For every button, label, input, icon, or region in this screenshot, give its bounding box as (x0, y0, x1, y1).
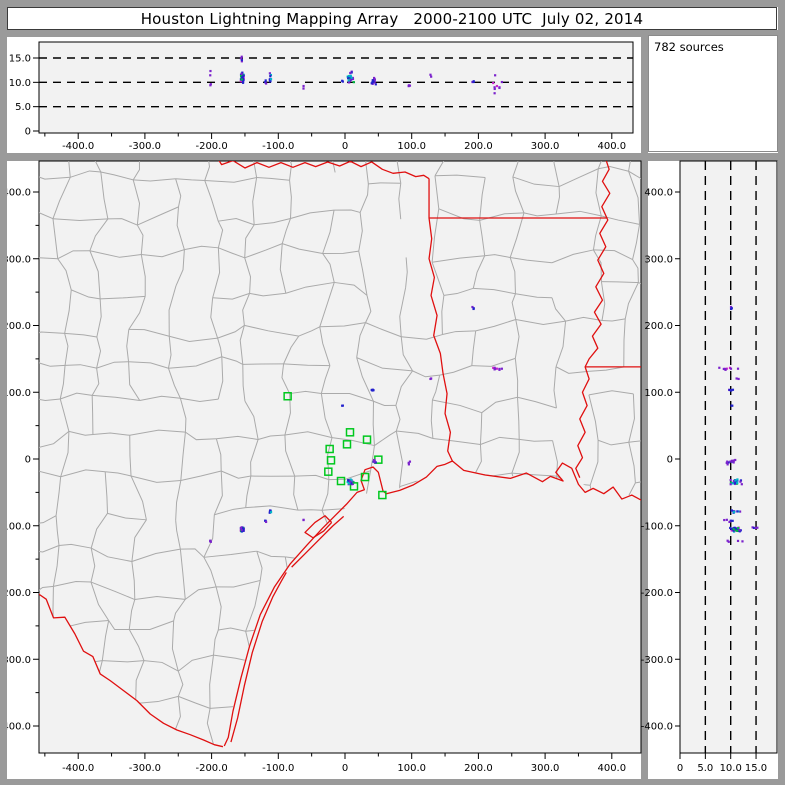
tick-label: 200.0 (644, 321, 673, 332)
station-marker (283, 392, 292, 401)
tick-label: 300.0 (531, 141, 560, 152)
station-marker (378, 490, 387, 500)
state-borders (39, 161, 641, 748)
tick-label: 400.0 (597, 763, 626, 774)
tick-label: -300.0 (641, 655, 673, 666)
tick-label: 400.0 (2, 188, 31, 199)
tick-label: 10.0 (9, 78, 31, 89)
tick-label: 300.0 (531, 763, 560, 774)
source-count-label: 782 sources (654, 40, 724, 54)
station-marker (324, 467, 333, 476)
station-marker (326, 456, 336, 465)
source-count-box: 782 sources (648, 35, 778, 152)
ew-altitude-panel-background (38, 41, 634, 134)
tick-label: 200.0 (464, 763, 493, 774)
tick-label: 100.0 (644, 388, 673, 399)
title-bar: Houston Lightning Mapping Array 2000-210… (7, 7, 777, 30)
tick-label: 100.0 (397, 141, 426, 152)
page-title: Houston Lightning Mapping Array 2000-210… (140, 9, 644, 28)
tick-label: -300.0 (129, 763, 161, 774)
tick-label: -400.0 (62, 141, 94, 152)
tick-label: 400.0 (644, 188, 673, 199)
top-panel-axes: 0 5.0 10.0 15.0 -400.0 -300.0 -200.0 -100.0 0 100… (9, 53, 633, 152)
tick-label: -200.0 (195, 763, 227, 774)
tick-label: 0 (342, 763, 348, 774)
ns-altitude-panel-background (679, 160, 778, 754)
tick-label: 100.0 (2, 388, 31, 399)
tick-label: 200.0 (464, 141, 493, 152)
tick-label: -100.0 (641, 521, 673, 532)
tick-label: -200.0 (195, 141, 227, 152)
station-marker (325, 444, 334, 454)
tick-label: 0 (667, 455, 673, 466)
tick-label: 300.0 (644, 254, 673, 265)
separator-vertical (641, 37, 648, 779)
tick-label: -100.0 (0, 521, 31, 532)
tick-label: -100.0 (262, 763, 294, 774)
right-panel-axes: 400.0 300.0 200.0 100.0 0 -100.0 -200.0 -300.0 -… (641, 161, 767, 774)
station-marker (362, 435, 372, 444)
tick-label: 15.0 (9, 53, 31, 64)
tick-label: 5.0 (15, 102, 31, 113)
sources-plan-view[interactable] (209, 305, 503, 543)
tick-label: -200.0 (0, 588, 31, 599)
station-marker (336, 476, 346, 486)
tick-label: 0 (342, 141, 348, 152)
tick-label: -200.0 (641, 588, 673, 599)
sources-altitude-ns[interactable] (718, 305, 759, 543)
tick-label: 300.0 (2, 254, 31, 265)
tick-label: 400.0 (597, 141, 626, 152)
tick-label: -400.0 (641, 722, 673, 733)
tick-label: 0 (25, 127, 31, 138)
tick-label: -400.0 (62, 763, 94, 774)
station-marker (342, 440, 352, 449)
separator-under-title (7, 30, 778, 37)
tick-label: -100.0 (262, 141, 294, 152)
tick-label: 15.0 (745, 763, 767, 774)
station-marker (360, 472, 370, 482)
separator-under-top-panels (7, 153, 778, 161)
sources-ew-altitude[interactable] (209, 55, 503, 95)
tick-label: 100.0 (397, 763, 426, 774)
tick-label: -400.0 (0, 722, 31, 733)
station-marker (345, 428, 355, 437)
tick-label: 5.0 (697, 763, 713, 774)
tick-label: -300.0 (129, 141, 161, 152)
plan-view-panel-background (38, 160, 642, 754)
tick-label: -300.0 (0, 655, 31, 666)
tick-label: 200.0 (2, 321, 31, 332)
tick-label: 10.0 (720, 763, 742, 774)
tick-label: 0 (677, 763, 683, 774)
map-panel-axes: 400.0 300.0 200.0 100.0 0 -100.0 -200.0 -300.0 -… (0, 188, 626, 775)
tick-label: 0 (25, 455, 31, 466)
